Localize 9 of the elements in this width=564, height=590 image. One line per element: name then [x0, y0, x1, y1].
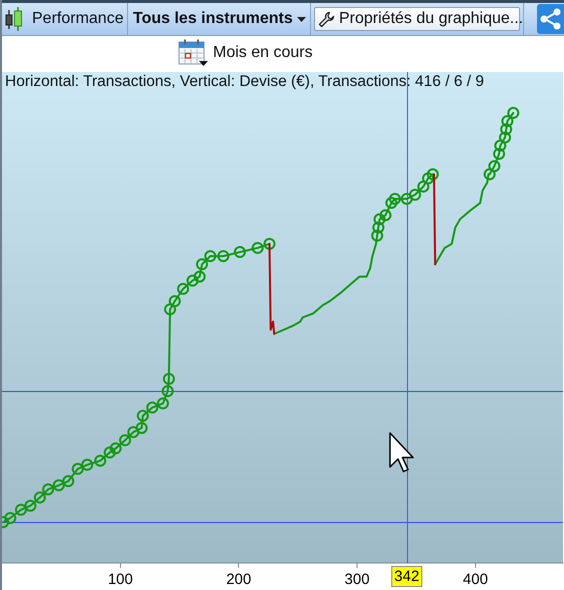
x-tick-label: 300 [344, 571, 370, 588]
x-tick-label: 100 [108, 571, 133, 588]
text: Tous les instruments [133, 9, 293, 29]
x-tick-label: 200 [226, 571, 252, 588]
ref-line-label: 342 [394, 568, 420, 586]
text: Performance [32, 9, 124, 29]
button: Propriétés du graphique... [314, 7, 520, 31]
x-tick-label: 400 [462, 571, 488, 588]
text: Mois en cours [213, 43, 313, 63]
